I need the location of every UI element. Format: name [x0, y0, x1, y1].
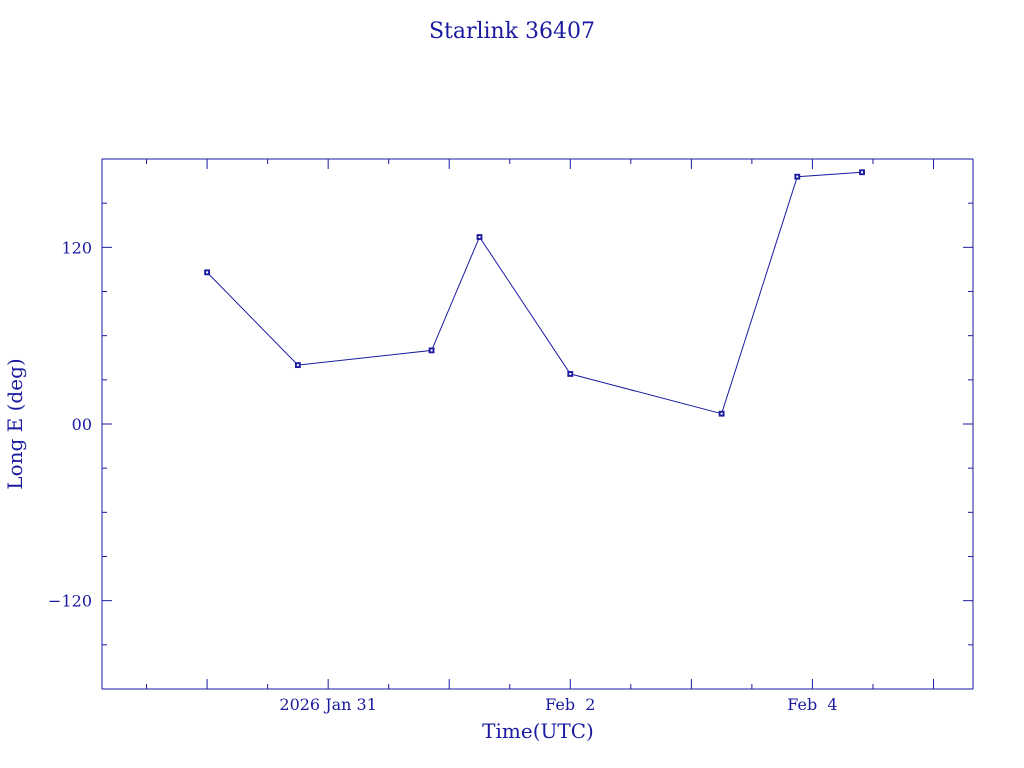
x-tick-label: Feb 2: [545, 695, 595, 714]
x-tick-label: 2026 Jan 31: [279, 695, 377, 714]
data-point-center: [796, 175, 799, 178]
y-axis-tick-labels: 120 00 −120: [48, 238, 92, 610]
series-layer: [204, 169, 865, 417]
x-tick-label: Feb 4: [787, 695, 837, 714]
y-axis-ticks: [102, 202, 973, 646]
chart-title: Starlink 36407: [429, 19, 595, 44]
x-axis-tick-labels: 2026 Jan 31 Feb 2 Feb 4: [279, 695, 837, 714]
series-line: [206, 171, 863, 415]
data-point-center: [296, 364, 299, 367]
y-axis-title: Long E (deg): [3, 358, 27, 489]
data-point-center: [206, 271, 209, 274]
y-tick-label: −120: [48, 592, 92, 611]
data-point-center: [430, 349, 433, 352]
y-tick-label: 120: [61, 238, 92, 257]
data-point-center: [569, 372, 572, 375]
data-point-center: [720, 412, 723, 415]
data-point-center: [861, 171, 864, 174]
plot-frame: [101, 158, 974, 690]
x-axis-ticks: [146, 159, 934, 689]
y-tick-label: 00: [72, 415, 92, 434]
x-axis-title: Time(UTC): [482, 719, 594, 743]
data-point-center: [478, 236, 481, 239]
